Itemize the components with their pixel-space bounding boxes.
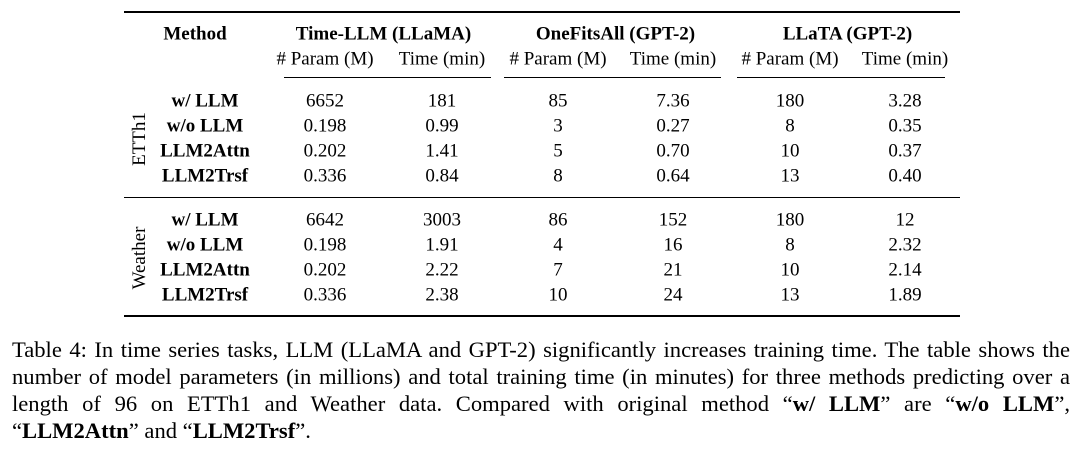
value-cell: 0.84	[425, 165, 459, 187]
value-cell: 152	[658, 209, 688, 231]
value-cell: 3.28	[888, 90, 922, 112]
caption-text: LLM2Trsf	[192, 418, 296, 443]
caption: Table 4: In time series tasks, LLM (LLaM…	[12, 336, 1070, 444]
value-cell: 6642	[306, 209, 344, 231]
value-cell: 180	[775, 209, 805, 231]
group-header: LLaTA (GPT-2)	[782, 23, 913, 45]
method-cell: w/ LLM	[171, 90, 239, 112]
value-cell: 3	[553, 115, 563, 137]
caption-text: w/o LLM	[955, 391, 1055, 416]
value-cell: 13	[780, 284, 800, 306]
value-cell: 2.38	[425, 284, 459, 306]
value-cell: 0.70	[656, 140, 690, 162]
column-header: # Param (M)	[276, 48, 374, 70]
rule	[124, 11, 960, 13]
value-cell: 0.35	[888, 115, 922, 137]
value-cell: 0.198	[303, 115, 347, 137]
value-cell: 7.36	[656, 90, 690, 112]
caption-text: LLM2Attn	[22, 418, 129, 443]
value-cell: 21	[663, 259, 683, 281]
rule	[124, 197, 960, 198]
column-header: Time (min)	[398, 48, 486, 70]
caption-text: w/ LLM	[792, 391, 881, 416]
value-cell: 85	[548, 90, 568, 112]
value-cell: 0.336	[303, 165, 347, 187]
value-cell: 2.22	[425, 259, 459, 281]
value-cell: 10	[780, 259, 800, 281]
value-cell: 0.40	[888, 165, 922, 187]
value-cell: 0.202	[303, 140, 347, 162]
value-cell: 2.14	[888, 259, 922, 281]
method-cell: LLM2Attn	[160, 259, 250, 281]
column-header: Time (min)	[629, 48, 717, 70]
column-header: # Param (M)	[509, 48, 607, 70]
column-header: # Param (M)	[741, 48, 839, 70]
value-cell: 8	[785, 115, 795, 137]
section-label: ETTh1	[129, 111, 150, 166]
value-cell: 12	[895, 209, 915, 231]
value-cell: 6652	[306, 90, 344, 112]
caption-text: ” and “	[128, 418, 193, 443]
method-cell: w/o LLM	[166, 234, 244, 256]
value-cell: 181	[427, 90, 457, 112]
section-label: Weather	[129, 226, 150, 289]
value-cell: 0.336	[303, 284, 347, 306]
value-cell: 7	[553, 259, 563, 281]
rule	[737, 77, 945, 78]
value-cell: 2.32	[888, 234, 922, 256]
group-header: OneFitsAll (GPT-2)	[535, 23, 696, 45]
group-header: Time-LLM (LLaMA)	[295, 23, 472, 45]
value-cell: 8	[553, 165, 563, 187]
caption-text: Table 4: In time series tasks, LLM (LLaM…	[12, 337, 1070, 416]
value-cell: 3003	[423, 209, 461, 231]
column-header: Time (min)	[861, 48, 949, 70]
value-cell: 10	[780, 140, 800, 162]
value-cell: 1.89	[888, 284, 922, 306]
rule	[504, 77, 721, 78]
value-cell: 13	[780, 165, 800, 187]
value-cell: 8	[785, 234, 795, 256]
value-cell: 5	[553, 140, 563, 162]
method-cell: LLM2Attn	[160, 140, 250, 162]
value-cell: 180	[775, 90, 805, 112]
value-cell: 0.99	[425, 115, 459, 137]
method-cell: LLM2Trsf	[161, 165, 249, 187]
value-cell: 0.37	[888, 140, 922, 162]
value-cell: 0.198	[303, 234, 347, 256]
caption-text: ” are “	[880, 391, 956, 416]
rule	[124, 315, 960, 317]
method-cell: w/o LLM	[166, 115, 244, 137]
value-cell: 0.202	[303, 259, 347, 281]
value-cell: 86	[548, 209, 568, 231]
rule	[284, 77, 491, 78]
caption-text: ”, “	[12, 391, 1070, 443]
value-cell: 1.41	[425, 140, 459, 162]
value-cell: 10	[548, 284, 568, 306]
value-cell: 16	[663, 234, 683, 256]
value-cell: 4	[553, 234, 563, 256]
method-cell: LLM2Trsf	[161, 284, 249, 306]
method-cell: w/ LLM	[171, 209, 239, 231]
value-cell: 1.91	[425, 234, 459, 256]
value-cell: 0.27	[656, 115, 690, 137]
value-cell: 24	[663, 284, 683, 306]
value-cell: 0.64	[656, 165, 690, 187]
header-cell: Method	[163, 23, 227, 45]
caption-text: ”.	[295, 418, 311, 443]
